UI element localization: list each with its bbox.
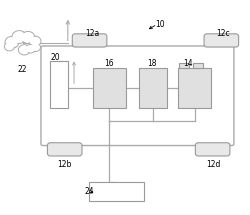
FancyBboxPatch shape: [72, 34, 107, 47]
Text: 10: 10: [155, 20, 164, 29]
Circle shape: [5, 43, 14, 50]
FancyBboxPatch shape: [41, 46, 234, 146]
Text: 24: 24: [84, 187, 94, 196]
Text: 12a: 12a: [86, 29, 100, 38]
Circle shape: [13, 32, 26, 42]
Text: 12c: 12c: [216, 29, 230, 38]
Text: 14: 14: [184, 59, 193, 68]
Circle shape: [32, 44, 40, 51]
Circle shape: [18, 45, 30, 55]
Circle shape: [26, 45, 36, 53]
Circle shape: [5, 36, 19, 48]
Bar: [139, 68, 167, 108]
Bar: [93, 68, 126, 108]
FancyBboxPatch shape: [195, 143, 230, 156]
Circle shape: [22, 32, 34, 42]
FancyBboxPatch shape: [204, 34, 238, 47]
Circle shape: [21, 31, 35, 43]
Circle shape: [6, 37, 18, 47]
Text: 16: 16: [104, 59, 114, 68]
Bar: [89, 182, 144, 201]
Circle shape: [26, 45, 34, 52]
Text: 18: 18: [148, 59, 157, 68]
Text: 22: 22: [17, 64, 26, 74]
FancyBboxPatch shape: [48, 143, 82, 156]
Bar: [179, 63, 189, 68]
Circle shape: [30, 37, 40, 46]
Text: 20: 20: [50, 53, 60, 62]
Circle shape: [20, 46, 29, 54]
Bar: [193, 63, 203, 68]
Text: 12d: 12d: [206, 160, 220, 169]
Circle shape: [4, 42, 14, 51]
Circle shape: [29, 36, 41, 46]
Text: 12b: 12b: [57, 160, 71, 169]
Bar: [178, 68, 211, 108]
Bar: [50, 60, 68, 108]
Circle shape: [30, 43, 40, 52]
Circle shape: [12, 31, 27, 43]
